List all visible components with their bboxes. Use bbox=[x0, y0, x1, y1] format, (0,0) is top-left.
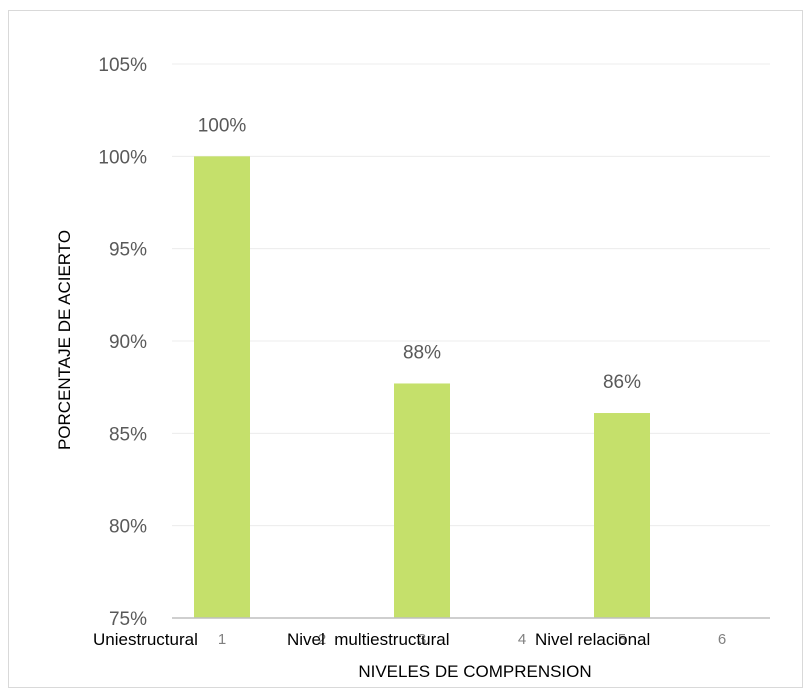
x-tick-label: 6 bbox=[718, 631, 726, 648]
y-tick-label: 80% bbox=[109, 517, 147, 538]
y-tick-label: 90% bbox=[109, 332, 147, 353]
category-label: Nivel multiestructural bbox=[287, 630, 450, 649]
x-tick-label: 2 bbox=[318, 631, 326, 648]
category-label: Uniestructural bbox=[93, 630, 198, 649]
category-label: Nivel relacional bbox=[535, 630, 650, 649]
data-label: 88% bbox=[403, 342, 441, 363]
bar bbox=[194, 156, 250, 619]
bars bbox=[194, 156, 650, 619]
x-tick-labels: 1 2 3 4 5 6 bbox=[218, 631, 726, 648]
y-tick-label: 95% bbox=[109, 240, 147, 261]
y-tick-label: 105% bbox=[98, 55, 147, 76]
gridlines bbox=[172, 63, 770, 527]
y-axis-title: PORCENTAJE DE ACIERTO bbox=[55, 230, 74, 450]
bar bbox=[594, 413, 650, 618]
x-axis-title: NIVELES DE COMPRENSION bbox=[358, 662, 591, 681]
data-label: 86% bbox=[603, 372, 641, 393]
y-tick-label: 100% bbox=[98, 147, 147, 168]
x-tick-label: 3 bbox=[418, 631, 426, 648]
y-tick-label: 75% bbox=[109, 609, 147, 630]
x-tick-label: 5 bbox=[618, 631, 626, 648]
x-tick-label: 4 bbox=[518, 631, 526, 648]
data-labels: 100% 88% 86% bbox=[198, 115, 641, 393]
x-tick-label: 1 bbox=[218, 631, 226, 648]
data-label: 100% bbox=[198, 115, 247, 136]
y-tick-label: 85% bbox=[109, 424, 147, 445]
y-tick-labels: 75% 80% 85% 90% 95% 100% 105% bbox=[98, 55, 147, 630]
category-labels: Uniestructural Nivel multiestructural Nive… bbox=[93, 630, 650, 649]
bar bbox=[394, 383, 450, 618]
